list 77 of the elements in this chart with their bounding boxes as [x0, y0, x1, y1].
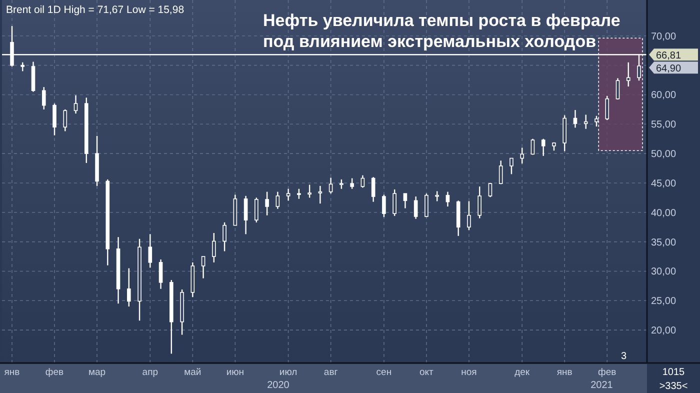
candlestick — [510, 158, 514, 175]
candlestick — [254, 197, 258, 223]
candlestick — [626, 62, 630, 88]
y-tick-label: 25,00 — [651, 296, 676, 308]
candlestick — [350, 178, 354, 190]
candlestick — [435, 190, 439, 202]
candlestick — [520, 147, 524, 164]
annotation: Brent oil 1D High = 71,67 Low = 15,98 — [6, 4, 184, 16]
candlestick — [446, 191, 450, 208]
candlestick — [244, 195, 248, 235]
candlestick — [392, 188, 396, 217]
x-tick-label: май — [184, 367, 202, 378]
y-tick-label: 20,00 — [651, 326, 676, 337]
candlestick — [467, 200, 471, 231]
candlestick — [616, 78, 620, 100]
y-tick-label: 30,00 — [651, 266, 676, 278]
ref-line-label: 66,81 — [656, 50, 682, 62]
candlestick — [42, 86, 46, 110]
candlestick — [403, 192, 408, 209]
text: 64,90 — [656, 64, 682, 75]
candlestick — [594, 115, 598, 128]
text: 2020 — [267, 380, 290, 391]
candlestick — [424, 192, 428, 218]
candlestick — [530, 138, 535, 156]
annotation: 3 — [621, 351, 627, 362]
candlestick — [265, 191, 269, 216]
text: Нефть увеличила темпы роста в феврале под влиянием экстремальных холодов — [263, 11, 620, 51]
x-tick-label: апр — [142, 367, 158, 378]
y-tick-label: 40,00 — [651, 208, 676, 219]
text: 1015 — [662, 367, 686, 378]
candlestick — [297, 188, 301, 200]
candlestick — [382, 194, 386, 218]
candlestick — [584, 114, 588, 130]
candlestick — [52, 102, 56, 136]
text: >335< — [659, 381, 688, 392]
candlestick — [308, 184, 312, 198]
x-tick-label: июл — [279, 367, 298, 378]
x-tick-label: сен — [376, 367, 392, 378]
candlestick — [74, 94, 78, 114]
x-tick-label: ноя — [461, 367, 477, 378]
candlestick — [158, 258, 163, 290]
candlestick — [488, 182, 492, 198]
candlestick — [573, 109, 578, 128]
candlestick — [286, 188, 290, 202]
x-tick-label: окт — [420, 367, 434, 378]
y-tick-label: 45,00 — [651, 178, 676, 190]
x-tick-label: дек — [514, 367, 530, 378]
candlestick — [478, 186, 482, 219]
x-tick-label: янв — [4, 367, 20, 378]
candlestick — [414, 196, 418, 220]
y-tick-label: 50,00 — [651, 149, 676, 160]
candlestick — [212, 232, 216, 263]
y-tick-label: 55,00 — [651, 120, 676, 131]
candlestick — [340, 178, 344, 190]
text: 2021 — [590, 380, 614, 391]
candlestick — [201, 256, 206, 279]
candlestick — [318, 185, 322, 204]
candlestick — [276, 191, 280, 210]
candlestick — [148, 234, 152, 268]
y-tick-label: 35,00 — [651, 237, 676, 248]
x-tick-label: авг — [324, 367, 338, 378]
y-tick-label: 60,00 — [651, 90, 676, 102]
candlestick — [328, 177, 333, 194]
candlestick — [605, 95, 610, 121]
x-tick-label: фев — [45, 367, 64, 378]
y-tick-label: 70,00 — [651, 31, 676, 42]
candlestick — [371, 176, 376, 202]
candlestick — [360, 174, 365, 188]
x-tick-label: янв — [556, 367, 572, 378]
candlestick — [498, 160, 503, 185]
candlestick — [222, 222, 226, 252]
candlestick — [541, 138, 546, 157]
x-tick-label: мар — [88, 367, 106, 378]
x-tick-label: июн — [226, 367, 244, 378]
x-tick-label: фев — [598, 367, 616, 378]
candlestick — [63, 108, 68, 132]
candlestick — [127, 268, 131, 308]
